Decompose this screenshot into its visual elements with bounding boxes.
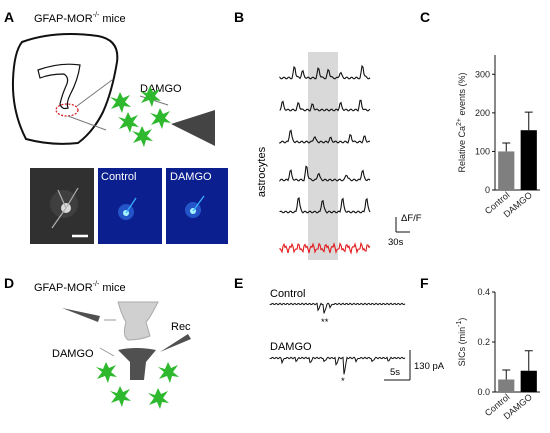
y-tick-label: 200 bbox=[475, 108, 490, 118]
y-tick-label: 100 bbox=[475, 146, 490, 156]
calcium-traces bbox=[279, 64, 371, 255]
brain-slice-outline bbox=[11, 33, 119, 145]
panel-e-scalebar bbox=[384, 350, 411, 381]
pipette-icon bbox=[171, 110, 215, 146]
panel-b-letter: B bbox=[234, 9, 244, 25]
astrocyte-icons bbox=[110, 86, 171, 147]
panel-d-drug-label: DAMGO bbox=[52, 348, 94, 360]
astrocyte-icon bbox=[118, 112, 139, 133]
astrocyte-trace bbox=[279, 165, 371, 182]
damgo-current-trace bbox=[269, 356, 406, 375]
bar bbox=[498, 379, 515, 392]
bar bbox=[520, 370, 537, 392]
recording-pipette-icon bbox=[160, 334, 191, 352]
astrocyte-icon bbox=[96, 362, 117, 383]
astrocyte-trace bbox=[279, 99, 371, 112]
y-tick-label: 0.2 bbox=[477, 337, 490, 347]
panel-a-title: GFAP-MOR-/- mice bbox=[34, 12, 126, 25]
y-axis-label: Relative Ca2+ events (%) bbox=[456, 72, 467, 172]
astrocyte-icon bbox=[132, 126, 153, 147]
bar bbox=[520, 130, 537, 190]
bar bbox=[498, 151, 515, 190]
astrocyte-icon bbox=[110, 386, 131, 407]
y-tick-label: 0 bbox=[485, 185, 490, 195]
astrocyte-trace bbox=[279, 64, 371, 80]
panel-c-letter: C bbox=[420, 9, 430, 25]
control-trace bbox=[279, 241, 371, 255]
astrocyte-icon bbox=[150, 108, 171, 129]
error-bar bbox=[502, 142, 511, 152]
drug-pipette-icon bbox=[62, 308, 100, 322]
astrocyte-trace bbox=[279, 129, 371, 144]
error-bar bbox=[524, 111, 533, 131]
y-axis-label: SICs (min-1) bbox=[456, 318, 467, 367]
panel-e-control-label: Control bbox=[270, 288, 305, 300]
hippocampus-roi bbox=[55, 103, 79, 117]
synapse-schematic bbox=[62, 301, 191, 380]
presynaptic-terminal bbox=[117, 301, 159, 341]
panel-b-scalebar bbox=[395, 217, 410, 233]
astrocyte-icon bbox=[148, 388, 169, 409]
micrograph-control-label: Control bbox=[101, 171, 136, 183]
micrograph-damgo: DAMGO bbox=[166, 168, 228, 244]
panel-b-ylabel: astrocytes bbox=[256, 146, 268, 197]
panel-b-scale-y: ΔF/F bbox=[401, 213, 422, 224]
panel-e-marker-control: ** bbox=[321, 317, 329, 328]
panel-b-scale-x: 30s bbox=[388, 237, 404, 248]
panel-e-damgo-label: DAMGO bbox=[270, 341, 312, 353]
current-traces bbox=[269, 302, 406, 375]
astrocyte-trace bbox=[279, 196, 371, 214]
y-tick-label: 0.0 bbox=[477, 387, 490, 397]
micrograph-control: Control bbox=[98, 168, 162, 244]
panel-d-letter: D bbox=[4, 275, 14, 291]
panel-f-letter: F bbox=[420, 275, 429, 291]
micrograph-damgo-label: DAMGO bbox=[170, 171, 212, 183]
astrocyte-icons-d bbox=[96, 362, 179, 409]
drug-application-shading bbox=[308, 52, 338, 260]
panel-e-scale-x: 5s bbox=[390, 367, 400, 378]
micrograph-grayscale bbox=[30, 168, 94, 244]
error-bar bbox=[502, 369, 511, 380]
postsynaptic-neuron bbox=[118, 348, 156, 380]
y-tick-label: 300 bbox=[475, 69, 490, 79]
panel-a-letter: A bbox=[4, 9, 14, 25]
y-tick-label: 0.4 bbox=[477, 287, 490, 297]
panel-e-scale-y: 130 pA bbox=[414, 361, 445, 372]
astrocyte-icon bbox=[110, 92, 131, 113]
control-current-trace bbox=[269, 302, 406, 314]
astrocyte-icon bbox=[158, 362, 179, 383]
panel-d-rec-label: Rec bbox=[171, 321, 191, 333]
panel-e-marker-damgo: * bbox=[341, 376, 345, 387]
error-bar bbox=[524, 350, 533, 371]
astrocyte-icon bbox=[140, 86, 161, 107]
panel-d-title: GFAP-MOR-/- mice bbox=[34, 281, 126, 294]
panel-e-letter: E bbox=[234, 275, 243, 291]
